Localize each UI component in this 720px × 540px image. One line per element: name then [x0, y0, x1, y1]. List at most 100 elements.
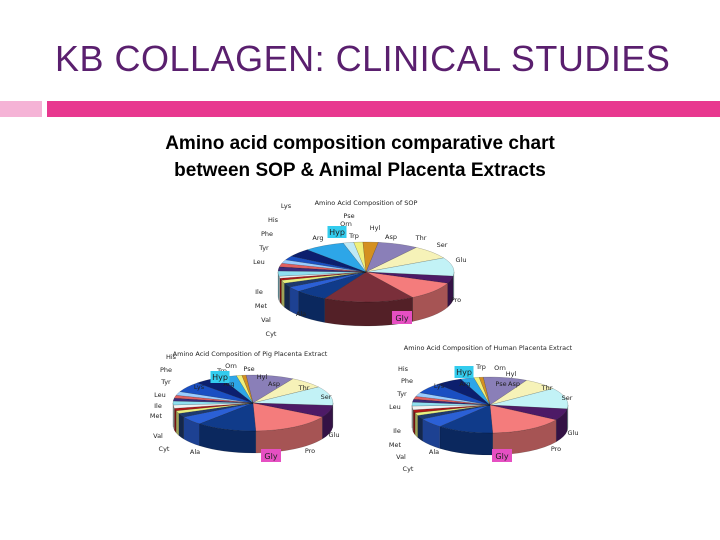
pie-slice [297, 271, 367, 299]
slice-label-glu: Glu [568, 429, 579, 437]
pie-slice-side [417, 414, 423, 442]
pie-slice-side [281, 279, 285, 308]
pie-slice [241, 374, 254, 404]
pie-slice [252, 402, 323, 432]
slice-label-arg: Arg [459, 380, 470, 388]
pie-slice [235, 375, 254, 404]
pie-slice [412, 404, 491, 413]
pie-slice [173, 395, 254, 404]
pie-slice [411, 401, 491, 407]
slice-label-cyt: Cyt [266, 330, 277, 338]
slice-label-pro: Pro [551, 445, 561, 453]
pie-slice-side [412, 409, 416, 436]
slice-label-ile: Ile [255, 288, 263, 296]
slice-label-ala: Ala [429, 448, 439, 456]
slice-label-tyr: Tyr [258, 244, 269, 252]
pie-slice [277, 266, 367, 273]
slice-label-leu: Leu [154, 391, 166, 399]
slice-label-cyt: Cyt [403, 465, 414, 473]
slice-label-trp: Trp [348, 232, 359, 240]
pie-slice-side [414, 412, 418, 439]
pie-slice [365, 257, 455, 277]
pie-slice [353, 241, 367, 273]
slice-label-phe: Phe [160, 366, 172, 374]
slice-label-leu: Leu [253, 258, 265, 266]
slice-label-met: Met [150, 412, 163, 420]
pie-slice [365, 247, 445, 273]
slice-label-hyp: Hyp [456, 368, 472, 377]
slice-label-asp: Asp [508, 380, 520, 388]
slice-label-pro: Pro [305, 447, 315, 455]
slice-label-phe: Phe [261, 230, 273, 238]
slice-label-gly: Gly [395, 314, 408, 323]
pie-slice [415, 392, 491, 406]
pie-slice [289, 271, 367, 292]
pie-slice [280, 271, 367, 284]
pie-slice [342, 242, 367, 273]
slice-label-met: Met [389, 441, 402, 449]
slice-label-ala: Ala [296, 310, 306, 318]
pie-slice-side [175, 410, 180, 437]
pie-slice [198, 402, 257, 432]
pie-slice [252, 386, 334, 406]
pie-slice [183, 402, 254, 425]
pie-slice [172, 397, 254, 404]
accent-bar-right [47, 101, 720, 117]
pie-slice [278, 262, 367, 273]
pie-slice [411, 404, 491, 411]
slice-label-val: Val [153, 432, 163, 440]
pie-slice [172, 400, 254, 406]
slice-label-ile: Ile [393, 427, 401, 435]
pie-slice [362, 241, 379, 273]
pie-chart-human-placenta: Amino Acid Composition of Human Placenta… [389, 344, 579, 473]
label-highlight-hyp [454, 366, 474, 378]
pie-slice-side [178, 412, 184, 440]
slice-label-hyl: Hyl [257, 373, 268, 381]
slice-label-asp: Asp [385, 233, 397, 241]
pie-slice [174, 402, 254, 411]
pie-slice [324, 271, 414, 303]
pie-slice [489, 388, 569, 410]
slice-label-hyp: Hyp [212, 373, 228, 382]
pie-slice [413, 396, 491, 406]
slice-label-ser: Ser [437, 241, 448, 249]
chart-subtitle-line1: Amino acid composition comparative chart [165, 133, 555, 154]
slice-label-pse: Pse [243, 365, 254, 373]
chart-title: Amino Acid Composition of SOP [315, 199, 418, 207]
slice-label-ser: Ser [321, 393, 332, 401]
pie-slice [283, 271, 367, 288]
label-highlight-gly [492, 449, 512, 462]
slice-label-tyr: Tyr [396, 390, 407, 398]
chart-subtitle-line2: between SOP & Animal Placenta Extracts [174, 160, 546, 181]
slice-label-thr: Thr [541, 384, 553, 392]
pie-slice [437, 378, 491, 406]
slice-label-cyt: Cyt [159, 445, 170, 453]
pie-slice [281, 259, 367, 273]
slice-label-hyl: Hyl [370, 224, 381, 232]
pie-slice [252, 378, 320, 404]
slice-label-hyp: Hyp [329, 228, 345, 237]
accent-bar-left [0, 101, 42, 117]
pie-slice [489, 380, 554, 406]
pie-slice-side [284, 282, 291, 312]
slice-label-thr: Thr [298, 384, 310, 392]
pie-slice [175, 402, 254, 414]
pie-slice [489, 404, 557, 434]
pie-slice [482, 376, 528, 406]
pie-slice [473, 377, 491, 406]
pie-slice [365, 271, 454, 284]
slice-label-ile: Ile [154, 402, 162, 410]
slice-label-tyr: Tyr [160, 378, 171, 386]
slide-title: KB COLLAGEN: CLINICAL STUDIES [55, 38, 671, 79]
slice-label-his: His [166, 353, 177, 361]
pie-slice [365, 271, 449, 298]
pie-slice [290, 249, 367, 273]
pie-slice [460, 377, 491, 406]
slice-label-his: His [268, 216, 279, 224]
slice-label-lys: Lys [281, 202, 292, 210]
label-highlight-gly [392, 311, 412, 324]
slice-label-lys: Lys [194, 383, 205, 391]
pie-slice [175, 391, 254, 404]
slice-label-arg: Arg [223, 380, 234, 388]
